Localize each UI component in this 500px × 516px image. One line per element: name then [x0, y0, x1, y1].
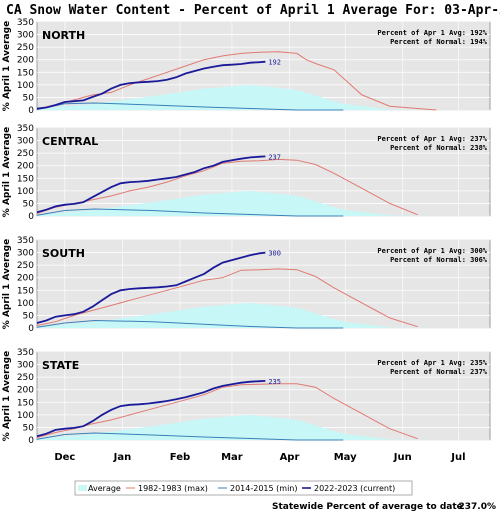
y-tick-label: 200 [17, 274, 34, 284]
percent-normal-label: Percent of Normal: 306% [390, 256, 488, 264]
legend-label-s1983: 1982-1983 (max) [138, 484, 208, 493]
statewide-label: Statewide Percent of average to date [272, 502, 463, 512]
y-tick-label: 100 [17, 299, 34, 309]
y-tick-label: 150 [17, 286, 34, 296]
y-tick-label: 0 [28, 324, 34, 334]
y-tick-label: 50 [23, 199, 35, 209]
y-tick-label: 50 [23, 93, 35, 103]
series-1982-1983-line [36, 158, 418, 216]
x-tick-label: Jan [113, 452, 132, 463]
y-tick-label: 150 [17, 68, 34, 78]
x-tick-label: Feb [170, 452, 190, 463]
y-axis-label: % April 1 Average [2, 127, 12, 217]
y-tick-label: 300 [17, 361, 34, 371]
y-tick-label: 250 [17, 373, 34, 383]
region-title: NORTH [42, 29, 85, 42]
y-tick-label: 250 [17, 43, 34, 53]
series-2014-2015-line [36, 102, 344, 111]
percent-normal-label: Percent of Normal: 237% [390, 368, 488, 376]
percent-april-avg-label: Percent of Apr 1 Avg: 300% [377, 247, 487, 255]
y-tick-label: 50 [23, 311, 35, 321]
series-1982-1983-line [36, 268, 418, 328]
x-tick-label: Mar [221, 452, 243, 463]
series-1982-1983-line [36, 383, 418, 440]
chart-title: CA Snow Water Content - Percent of April… [6, 3, 500, 18]
series-2022-2023-line [36, 380, 266, 438]
legend-label-s2015: 2014-2015 (min) [230, 484, 297, 493]
y-tick-label: 0 [28, 436, 34, 446]
legend: Average 1982-1983 (max) 2014-2015 (min) 202… [74, 480, 413, 496]
series-2022-2023-line [36, 251, 266, 324]
y-tick-label: 200 [17, 386, 34, 396]
series-2022-2023-line [36, 60, 266, 110]
series-2014-2015-line [36, 319, 344, 329]
current-end-label: 237 [268, 153, 281, 161]
series-2014-2015-line [36, 208, 344, 217]
percent-normal-label: Percent of Normal: 194% [390, 38, 488, 46]
region-title: CENTRAL [42, 135, 98, 148]
series-average-area [37, 84, 437, 110]
y-tick-label: 150 [17, 398, 34, 408]
y-tick-label: 250 [17, 261, 34, 271]
percent-april-avg-label: Percent of Apr 1 Avg: 237% [377, 135, 487, 143]
month-axis: Dec Jan Feb Mar Apr May Jun Jul [54, 452, 465, 463]
y-axis-label: % April 1 Average [2, 239, 12, 329]
region-title: SOUTH [42, 247, 85, 260]
x-tick-label: Apr [280, 452, 300, 463]
y-axis-label: % April 1 Average [2, 351, 12, 441]
x-tick-label: May [334, 452, 357, 463]
y-tick-label: 200 [17, 56, 34, 66]
panel-state: 0 50 100 150 200 250 300 350 % April 1 Average 23… [2, 348, 491, 446]
y-tick-label: 300 [17, 31, 34, 41]
y-tick-label: 0 [28, 212, 34, 222]
x-tick-label: Jun [393, 452, 412, 463]
x-tick-label: Jul [450, 452, 465, 463]
series-2022-2023-line [36, 155, 266, 214]
legend-label-s2023: 2022-2023 (current) [314, 484, 395, 493]
current-end-label: 192 [268, 59, 281, 67]
y-tick-label: 350 [17, 236, 34, 246]
y-tick-label: 200 [17, 162, 34, 172]
y-axis-label: % April 1 Average [2, 21, 12, 111]
y-tick-label: 300 [17, 137, 34, 147]
legend-box [74, 480, 413, 496]
panels: 0 50 100 150 200 250 300 350 % April 1 Average 19… [2, 18, 491, 446]
y-tick-label: 300 [17, 249, 34, 259]
y-tick-label: 150 [17, 174, 34, 184]
current-end-label: 300 [268, 250, 281, 258]
y-tick-label: 100 [17, 187, 34, 197]
percent-normal-label: Percent of Normal: 238% [390, 144, 488, 152]
y-tick-label: 100 [17, 81, 34, 91]
series-average-area [37, 414, 437, 440]
legend-label-average: Average [88, 484, 121, 493]
panel-central: 0 50 100 150 200 250 300 350 % April 1 Average 23… [2, 124, 491, 222]
percent-april-avg-label: Percent of Apr 1 Avg: 235% [377, 359, 487, 367]
current-end-label: 235 [268, 378, 281, 386]
region-title: STATE [42, 359, 79, 372]
y-tick-label: 250 [17, 149, 34, 159]
percent-april-avg-label: Percent of Apr 1 Avg: 192% [377, 29, 487, 37]
x-tick-label: Dec [54, 452, 75, 463]
y-tick-label: 0 [28, 106, 34, 116]
series-2014-2015-line [36, 432, 344, 441]
y-tick-label: 350 [17, 124, 34, 134]
y-tick-label: 100 [17, 411, 34, 421]
panel-south: 0 50 100 150 200 250 300 350 % April 1 Average 30… [2, 236, 491, 334]
y-tick-label: 350 [17, 18, 34, 28]
y-tick-label: 50 [23, 423, 35, 433]
panel-north: 0 50 100 150 200 250 300 350 % April 1 Average 19… [2, 18, 491, 116]
y-tick-label: 350 [17, 348, 34, 358]
statewide-value: 237.0% [459, 502, 497, 512]
